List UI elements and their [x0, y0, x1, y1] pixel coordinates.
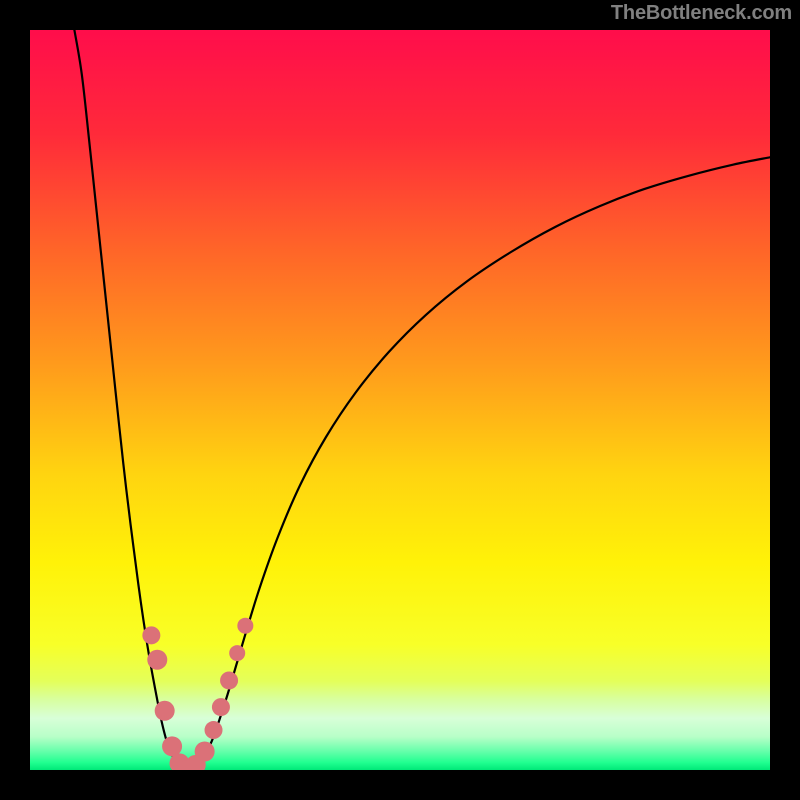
watermark-text: TheBottleneck.com [611, 2, 792, 25]
curve-marker [237, 618, 253, 634]
curve-marker [205, 721, 223, 739]
curve-marker [212, 698, 230, 716]
plot-background [30, 30, 770, 770]
curve-marker [155, 701, 175, 721]
curve-marker [220, 671, 238, 689]
curve-marker [162, 736, 182, 756]
curve-marker [142, 626, 160, 644]
curve-marker [147, 650, 167, 670]
chart-container: TheBottleneck.com [0, 0, 800, 800]
curve-marker [229, 645, 245, 661]
bottleneck-v-curve-chart [0, 0, 800, 800]
curve-marker [195, 742, 215, 762]
